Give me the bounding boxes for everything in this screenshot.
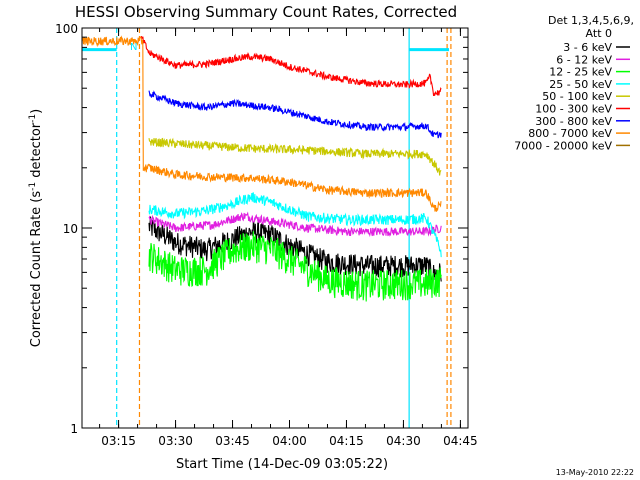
x-axis-label: Start Time (14-Dec-09 03:05:22) <box>176 457 388 472</box>
x-tick-label: 04:45 <box>443 434 478 448</box>
y-tick-label: 1 <box>70 422 78 436</box>
y-tick-label: 10 <box>63 222 78 236</box>
legend-entry-label: 50 - 100 keV <box>542 90 612 103</box>
legend-entry-label: 3 - 6 keV <box>563 41 612 54</box>
y-axis-label-end: ) <box>29 109 44 114</box>
y-tick-label: 100 <box>55 22 78 36</box>
y-axis-label-sup1: -1 <box>28 182 38 191</box>
chart-title: HESSI Observing Summary Count Rates, Cor… <box>75 3 457 21</box>
series-line-5 <box>140 35 442 97</box>
legend-header-attenuator: Att 0 <box>586 27 612 40</box>
event-markers <box>82 28 452 428</box>
series-line-4 <box>148 137 442 176</box>
x-tick-label: 04:15 <box>329 434 364 448</box>
legend-entry-label: 100 - 300 keV <box>535 103 612 116</box>
x-tick-label: 03:30 <box>158 434 193 448</box>
y-axis-label-base: Corrected Count Rate (s <box>29 191 44 348</box>
legend-entry-label: 300 - 800 keV <box>535 115 612 128</box>
x-tick-label: 03:45 <box>215 434 250 448</box>
series-layer <box>82 35 442 302</box>
legend-header-detectors: Det 1,3,4,5,6,9, <box>548 14 634 27</box>
axes: 03:15 03:30 03:45 04:00 04:15 04:30 04:45 1 10 10… <box>55 22 478 448</box>
series-line-3 <box>148 192 442 258</box>
series-line-1 <box>148 211 442 238</box>
x-tick-label: 04:30 <box>386 434 421 448</box>
legend-entry-label: 12 - 25 keV <box>549 66 612 79</box>
series-line-0 <box>148 216 442 282</box>
y-axis-label-sup2: -1 <box>28 114 38 123</box>
legend-entry-label: 25 - 50 keV <box>549 78 612 91</box>
y-axis-label-mid: detector <box>29 122 44 182</box>
x-tick-label: 04:00 <box>272 434 307 448</box>
y-axis-label: Corrected Count Rate (s-1 detector-1) <box>28 109 44 347</box>
series-line-6 <box>148 90 442 139</box>
legend-entry-label: 7000 - 20000 keV <box>514 139 612 152</box>
series-line-7 <box>82 35 442 212</box>
annotation-letter: N <box>130 42 137 53</box>
series-line-2 <box>148 231 442 302</box>
legend-entry-label: 800 - 7000 keV <box>528 127 612 140</box>
plot-timestamp: 13-May-2010 22:22 <box>556 468 634 477</box>
x-tick-label: 03:15 <box>101 434 136 448</box>
legend-entry-label: 6 - 12 keV <box>556 53 612 66</box>
